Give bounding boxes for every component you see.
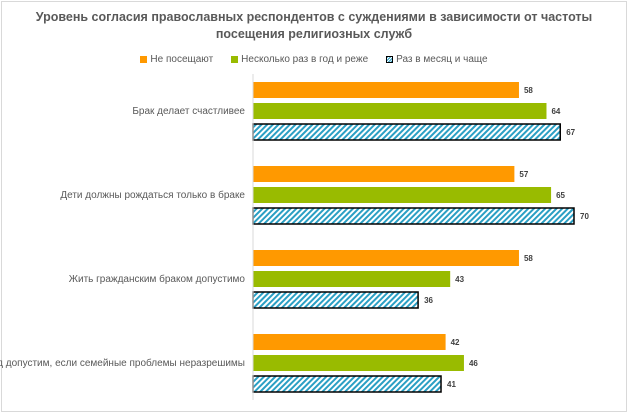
bar-2 [252,291,419,309]
data-label: 41 [447,380,456,389]
legend-item-1: Несколько раз в год и реже [231,54,368,65]
bar-0 [253,82,519,98]
bar-2 [252,123,561,141]
data-label: 64 [551,107,560,116]
data-label: 65 [556,191,565,200]
data-label: 42 [451,338,460,347]
legend-label-0: Не посещают [150,54,214,65]
bar-0 [253,250,519,266]
data-label: 70 [580,212,589,221]
legend-swatch-1 [231,56,239,63]
data-label: 57 [519,170,528,179]
category-label: Брак делает счастливее [132,106,245,117]
data-label: 58 [524,254,533,263]
bar-0 [253,166,515,182]
bar-1 [253,355,464,371]
data-label: 67 [566,128,575,137]
bar-2 [252,207,575,225]
legend-item-2: Раз в месяц и чаще [386,54,488,65]
bar-2 [252,375,442,393]
data-label: 58 [524,86,533,95]
legend-label-1: Несколько раз в год и реже [241,54,369,65]
bar-1 [253,187,552,203]
data-label: 43 [455,275,464,284]
bar-0 [253,334,446,350]
bar-1 [253,103,547,119]
category-label: Жить гражданским браком допустимо [69,273,246,285]
data-label: 36 [424,296,433,305]
category-label: Дети должны рождаться только в браке [60,189,245,201]
category-label: Развод допустим, если семейные проблемы … [0,357,245,369]
legend-label-2: Раз в месяц и чаще [396,54,488,65]
bar-1 [253,271,451,287]
data-label: 46 [469,359,478,368]
legend: Не посещают Несколько раз в год и реже Р… [0,54,628,65]
chart-title: Уровень согласия православных респондент… [35,10,593,41]
legend-swatch-2 [386,56,394,63]
legend-swatch-0 [140,56,148,63]
legend-item-0: Не посещают [140,54,213,65]
